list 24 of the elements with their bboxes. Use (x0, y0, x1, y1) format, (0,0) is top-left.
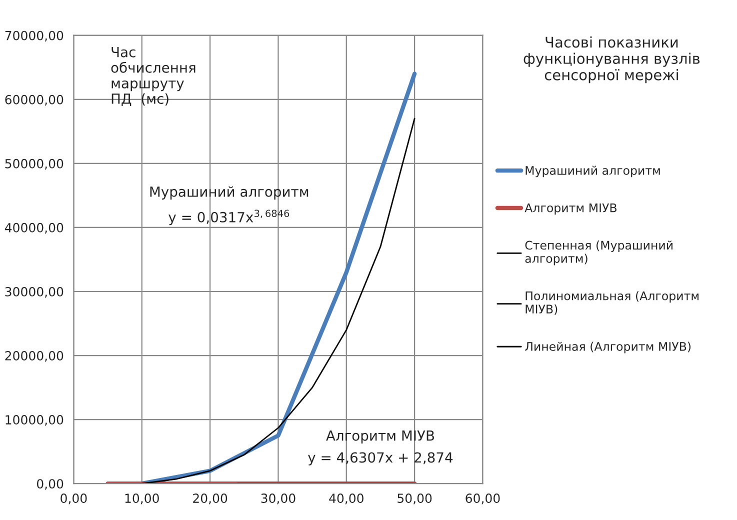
annotation: Мурашиний алгоритм y = 0,0317x$^{3,6846}$ (150, 186, 308, 226)
x-tick-label: 40,00 (329, 494, 364, 504)
x-tick-label: 60,00 (466, 494, 500, 504)
y-tick-label: 30000,00 (5, 286, 64, 298)
y-tick-label: 20000,00 (5, 351, 64, 362)
y-tick-label: 40000,00 (4, 222, 64, 234)
x-tick-label: 50,00 (398, 494, 432, 504)
legend-label: Мурашиний алгоритм (526, 166, 660, 178)
x-tick-label: 20,00 (193, 494, 228, 504)
y-tick-label: 50000,00 (5, 158, 64, 170)
text: Часові показники функціонування вузлів сенсорної мережі (524, 36, 700, 84)
legend-label: Степенная (Мурашиний алгоритм) (525, 240, 672, 266)
y-tick-label: 10000,00 (6, 415, 64, 426)
y-tick-label: 60000,00 (5, 94, 64, 106)
annotation: Алгоритм МІУВ y = 4,6307x + 2,874 (308, 430, 453, 466)
x-tick-label: 10,00 (125, 494, 159, 504)
y-tick-label: 70000,00 (5, 30, 64, 42)
y-tick-label: 0,00 (36, 479, 64, 490)
x-tick-label: 30,00 (261, 494, 296, 504)
legend-label: Линейная (Алгоритм МІУВ) (525, 342, 691, 354)
legend-label: Полиномиальная (Алгоритм МІУВ) (526, 291, 699, 315)
legend-label: Алгоритм МІУВ (524, 204, 616, 215)
x-tick-label: 0,00 (60, 494, 87, 504)
y-axis-title: Час обчислення маршруту ПД (мс) (111, 46, 196, 106)
